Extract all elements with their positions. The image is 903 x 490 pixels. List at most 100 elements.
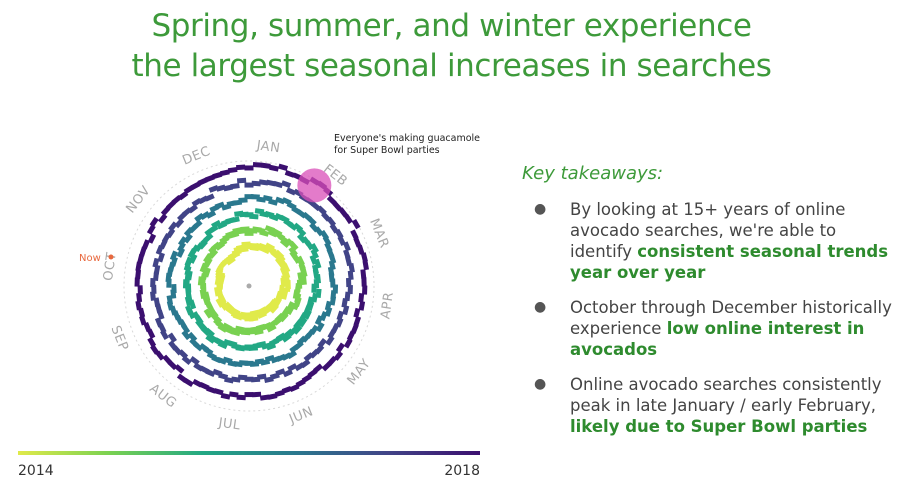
month-label: NOV [123,183,153,216]
takeaway-text: By looking at 15+ years of online avocad… [570,200,846,261]
radial-cell [192,219,203,230]
bullet-icon: ● [534,201,547,217]
radial-cell [181,330,191,341]
radial-cell [244,212,254,218]
radial-cell [188,253,198,264]
radial-cell [303,352,314,362]
radial-cell [139,315,147,326]
radial-cell [147,337,157,348]
radial-cell [249,213,259,220]
takeaway-item: ● By looking at 15+ years of online avoc… [522,199,892,283]
radial-cell [199,211,211,221]
radial-cell [206,385,217,394]
radial-cell [223,338,234,347]
month-label: JUN [286,404,315,427]
radial-cell [267,229,278,238]
radial-cell [139,246,147,257]
radial-cell [143,321,152,333]
radial-cell [353,237,362,248]
radial-cell [215,297,225,308]
radial-cell [157,213,168,224]
radial-cell [176,247,186,258]
radial-cell [288,240,299,251]
month-label: JUL [217,416,242,434]
radial-cell [167,332,177,343]
radial-cell [289,343,300,354]
radial-cell [313,258,322,269]
radial-cell [343,213,353,225]
radial-cell [315,321,325,333]
radial-cell [190,181,201,190]
radial-cell [293,319,303,330]
radial-cell [244,194,254,200]
radial-cell [361,277,367,287]
radial-cell [236,177,247,184]
radial-cell [141,239,150,250]
radial-cell [212,171,223,180]
radial-cell [278,163,289,171]
radial-cell [267,393,278,400]
bullet-icon: ● [534,299,547,315]
radial-cell [343,338,353,349]
radial-cell [335,342,346,353]
radial-cell [296,226,307,237]
radial-cell [220,392,231,400]
radial-cell [325,335,335,346]
radial-cell [321,361,332,372]
radial-cell [261,162,271,169]
takeaway-text: Online avocado searches consistently pea… [570,375,882,415]
title-line-2: the largest seasonal increases in search… [131,48,772,84]
radial-cell [217,272,226,283]
radial-cell [310,243,319,254]
radial-cell [269,164,279,172]
takeaway-item: ● Online avocado searches consistently p… [522,374,892,437]
radial-cell [244,360,254,366]
radial-cell [326,195,337,206]
radial-cell [146,224,156,235]
radial-cell [208,248,219,259]
radial-cell [311,283,317,293]
radial-cell [348,263,355,273]
radial-cell [183,233,193,244]
radial-cell [169,250,178,261]
radial-cell [280,180,292,189]
radial-cell [134,277,140,287]
radial-cell [174,218,185,229]
radial-cell [281,385,292,394]
radial-cell [240,226,250,232]
radial-cell [265,179,276,187]
month-label: SEP [107,324,131,354]
radial-cell [259,229,270,237]
super-bowl-peak-marker [297,168,332,203]
radial-cell [239,246,249,253]
radial-cell [268,213,280,222]
annotation-line-2: for Super Bowl parties [334,145,440,156]
radial-cell [270,355,281,364]
radial-cell [244,165,254,171]
month-label: DEC [180,144,212,169]
radial-cell [187,331,198,342]
radial-cell [171,284,177,294]
radial-cell [222,322,233,332]
radial-cell [231,376,241,383]
radial-cell [351,219,361,230]
radial-cell [294,362,305,372]
radial-cell [284,170,295,178]
radial-cell [241,241,251,248]
radial-cell [176,373,188,383]
radial-cell [362,285,368,295]
radial-cell [137,254,145,264]
radial-cell [229,216,240,224]
annotation-line-1: Everyone's making guacamole [334,133,480,144]
radial-cell [362,260,369,271]
radial-cell [269,303,279,314]
radial-cell [346,277,352,288]
radial-cell [189,356,200,366]
radial-cell [177,241,186,253]
radial-cell [187,204,199,214]
radial-cell [338,207,348,218]
radial-cell [281,333,292,343]
radial-cell [336,310,345,321]
radial-marks [123,160,375,412]
